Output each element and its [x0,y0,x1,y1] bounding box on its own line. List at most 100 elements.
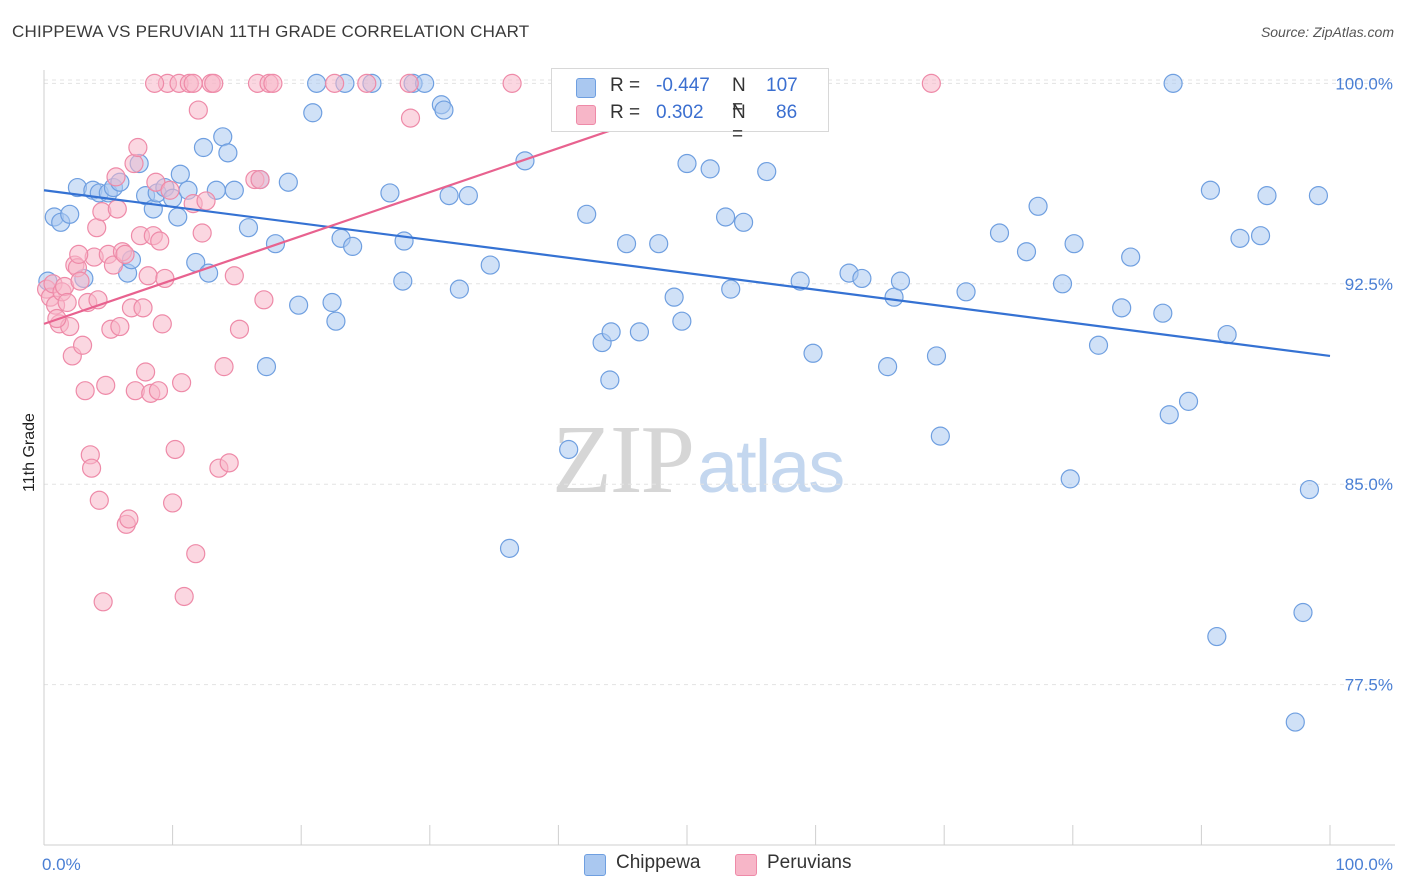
legend-label-peruvians: Peruvians [767,852,852,873]
legend-n-label: N = [732,75,746,118]
watermark-atlas: atlas [697,425,845,508]
point-peruvians [115,244,135,264]
point-chippewa [168,207,188,227]
point-chippewa [1257,186,1277,206]
point-chippewa [559,439,579,460]
point-peruvians [75,381,95,401]
point-chippewa [803,343,823,363]
point-peruvians [152,314,172,334]
point-peruvians [254,290,274,310]
point-chippewa [393,271,413,291]
stats-legend: R = -0.447 N = 107 R = 0.302 N = 86 [551,68,829,145]
point-peruvians [138,266,158,286]
point-chippewa [1178,391,1199,411]
point-chippewa [1200,180,1221,200]
point-chippewa [170,164,190,184]
point-chippewa [1250,226,1271,246]
point-peruvians [133,298,153,318]
point-peruvians [400,108,421,128]
point-peruvians [219,453,239,473]
point-chippewa [926,346,947,366]
y-tick-label: 100.0% [1335,74,1393,93]
chart-source: Source: ZipAtlas.com [1260,24,1394,40]
legend-r-label: R = [610,102,641,123]
point-peruvians [87,218,107,238]
series-legend: Chippewa Peruvians [0,852,1406,878]
point-chippewa [1088,335,1109,355]
legend-swatch-chippewa [584,854,606,876]
y-tick-label: 77.5% [1345,676,1393,695]
point-chippewa [1163,73,1183,93]
point-peruvians [135,362,156,382]
point-chippewa [1207,626,1227,647]
point-chippewa [1064,234,1084,254]
point-chippewa [878,357,898,377]
point-chippewa [434,100,454,120]
legend-swatch-chippewa [576,78,596,98]
point-chippewa [480,255,500,275]
point-chippewa [1121,247,1141,267]
point-peruvians [72,335,93,355]
point-peruvians [165,439,185,460]
point-chippewa [700,159,720,179]
point-peruvians [106,167,126,187]
point-chippewa [1016,242,1037,262]
point-chippewa [1153,303,1173,323]
point-peruvians [107,199,127,219]
point-chippewa [989,223,1010,243]
point-chippewa [307,73,327,93]
legend-n-value-chippewa: 107 [766,75,798,96]
x-tick-label: 100.0% [1335,855,1393,874]
legend-n-value-peruvians: 86 [776,102,798,123]
point-peruvians [57,292,77,313]
point-peruvians [163,493,183,513]
watermark: ZIPatlas [552,402,845,516]
point-chippewa [757,161,777,182]
point-peruvians [124,153,144,174]
point-chippewa [677,153,697,174]
point-chippewa [601,322,621,342]
point-peruvians [229,319,250,339]
point-chippewa [238,218,259,238]
point-peruvians [325,73,345,93]
point-chippewa [956,282,976,302]
chart-title: CHIPPEWA VS PERUVIAN 11TH GRADE CORRELAT… [12,22,530,41]
point-chippewa [1028,196,1048,216]
point-chippewa [1299,479,1320,500]
point-peruvians [357,73,377,93]
point-chippewa [326,311,346,331]
point-chippewa [672,311,692,331]
point-chippewa [1293,602,1313,623]
point-peruvians [144,73,165,93]
point-peruvians [160,180,180,200]
point-peruvians [119,509,139,529]
point-peruvians [399,73,419,93]
point-chippewa [790,271,810,291]
point-peruvians [263,73,283,93]
point-chippewa [224,180,244,200]
point-chippewa [1052,274,1073,294]
point-peruvians [150,231,170,251]
legend-swatch-peruvians [576,105,596,125]
point-peruvians [224,266,244,286]
point-chippewa [256,357,277,377]
point-peruvians [70,271,90,291]
point-chippewa [629,322,650,342]
point-peruvians [96,375,116,395]
point-chippewa [60,204,80,224]
point-chippewa [715,207,736,227]
point-chippewa [1112,298,1132,318]
point-chippewa [884,287,904,307]
point-chippewa [1285,712,1305,732]
point-peruvians [186,544,206,564]
x-tick-label: 0.0% [42,855,81,874]
point-chippewa [515,151,535,171]
point-chippewa [616,234,637,254]
point-chippewa [1060,469,1080,489]
point-chippewa [852,268,872,289]
point-chippewa [721,279,741,299]
legend-r-value-chippewa: -0.447 [656,75,710,96]
point-peruvians [192,223,212,243]
point-chippewa [449,279,469,299]
